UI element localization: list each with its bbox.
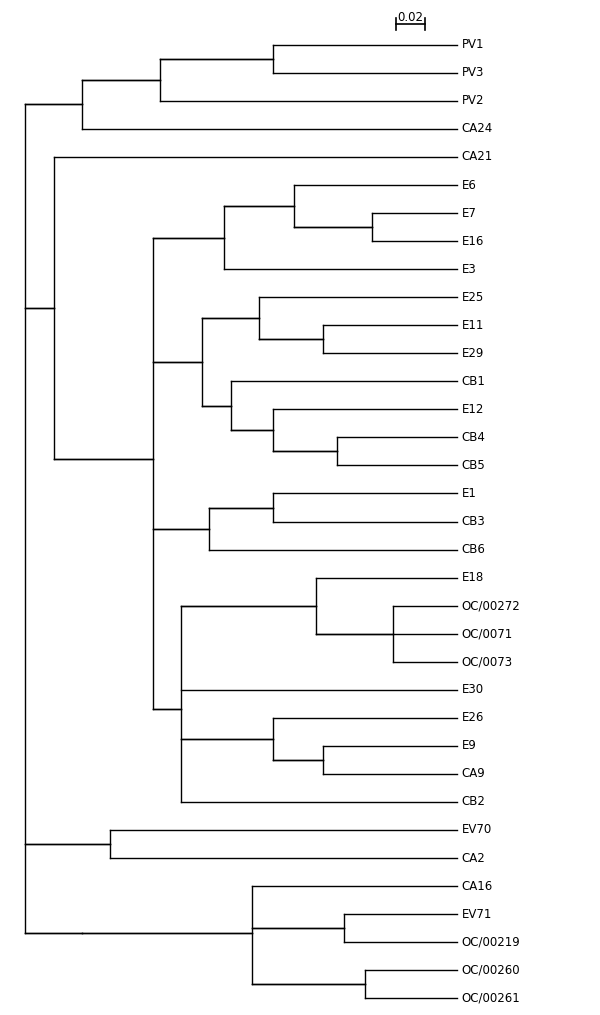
Text: E26: E26 [461, 712, 484, 725]
Text: CB2: CB2 [461, 796, 485, 808]
Text: 0.02: 0.02 [397, 11, 424, 24]
Text: E9: E9 [461, 739, 476, 752]
Text: E11: E11 [461, 319, 484, 332]
Text: CB4: CB4 [461, 431, 485, 444]
Text: E6: E6 [461, 179, 476, 192]
Text: CA2: CA2 [461, 852, 485, 865]
Text: PV3: PV3 [461, 66, 484, 79]
Text: E29: E29 [461, 347, 484, 359]
Text: OC/0073: OC/0073 [461, 656, 513, 668]
Text: CB6: CB6 [461, 543, 485, 556]
Text: E12: E12 [461, 403, 484, 416]
Text: OC/0071: OC/0071 [461, 627, 513, 640]
Text: E16: E16 [461, 234, 484, 248]
Text: E30: E30 [461, 683, 484, 696]
Text: E18: E18 [461, 571, 484, 584]
Text: PV1: PV1 [461, 39, 484, 52]
Text: E7: E7 [461, 207, 476, 219]
Text: OC/00260: OC/00260 [461, 963, 520, 976]
Text: EV70: EV70 [461, 823, 492, 836]
Text: PV2: PV2 [461, 94, 484, 108]
Text: EV71: EV71 [461, 907, 492, 921]
Text: OC/00261: OC/00261 [461, 992, 520, 1005]
Text: E1: E1 [461, 487, 476, 500]
Text: OC/00272: OC/00272 [461, 599, 520, 612]
Text: CA9: CA9 [461, 767, 485, 781]
Text: CA21: CA21 [461, 150, 493, 163]
Text: E3: E3 [461, 263, 476, 276]
Text: OC/00219: OC/00219 [461, 936, 520, 949]
Text: CB1: CB1 [461, 375, 485, 388]
Text: CB5: CB5 [461, 459, 485, 472]
Text: CA16: CA16 [461, 880, 493, 892]
Text: CA24: CA24 [461, 123, 493, 135]
Text: CB3: CB3 [461, 515, 485, 528]
Text: E25: E25 [461, 290, 484, 303]
